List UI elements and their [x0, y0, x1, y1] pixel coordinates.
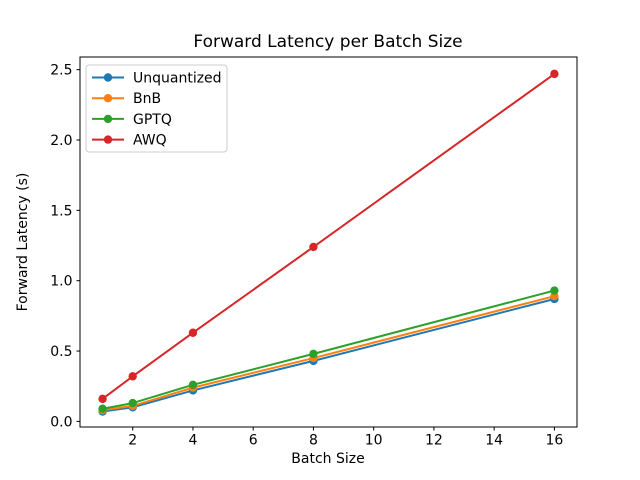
- x-tick-label: 14: [485, 433, 503, 449]
- x-tick-label: 8: [309, 433, 318, 449]
- chart-title: Forward Latency per Batch Size: [193, 32, 462, 52]
- data-point-gptq: [550, 286, 559, 295]
- data-point-gptq: [128, 398, 137, 408]
- data-point-gptq: [98, 404, 107, 413]
- x-tick-label: 10: [365, 433, 383, 449]
- legend-label-awq: AWQ: [133, 133, 167, 149]
- legend-label-gptq: GPTQ: [133, 112, 172, 128]
- legend-box: [85, 64, 228, 153]
- legend-label-bnb: BnB: [133, 91, 161, 107]
- data-point-awq: [188, 328, 198, 337]
- y-axis-label: Forward Latency (s): [15, 173, 31, 312]
- plot-border: [79, 56, 578, 428]
- x-tick-label: 12: [425, 433, 443, 449]
- y-tick-label: 2.0: [50, 133, 72, 149]
- legend-label-unquantized: Unquantized: [133, 71, 222, 87]
- legend-marker-unquantized: [103, 73, 113, 82]
- data-point-awq: [98, 394, 107, 404]
- x-tick-label: 4: [188, 433, 197, 449]
- legend-marker-awq: [103, 135, 113, 144]
- data-point-gptq: [188, 380, 198, 389]
- y-tick-label: 2.5: [50, 63, 72, 79]
- y-tick-label: 1.0: [50, 274, 72, 290]
- x-tick-label: 2: [128, 433, 137, 449]
- data-point-awq: [309, 242, 318, 252]
- y-tick-label: 0.5: [50, 344, 72, 360]
- x-tick-label: 6: [249, 433, 258, 449]
- data-point-gptq: [309, 349, 318, 359]
- x-tick-label: 16: [545, 433, 563, 449]
- series-line-bnb: [101, 295, 556, 412]
- y-tick-label: 1.5: [50, 203, 72, 219]
- legend-marker-bnb: [103, 94, 113, 103]
- data-point-awq: [550, 69, 559, 79]
- x-axis-label: Batch Size: [291, 451, 364, 467]
- y-tick-label: 0.0: [50, 414, 72, 430]
- data-point-awq: [128, 372, 137, 381]
- legend-marker-gptq: [103, 114, 113, 124]
- plot-area: 2 4 6 8 10 12 14 16 0.0 0.5 1.0 1.5 2.0 2.5 Unquantize…: [50, 56, 578, 449]
